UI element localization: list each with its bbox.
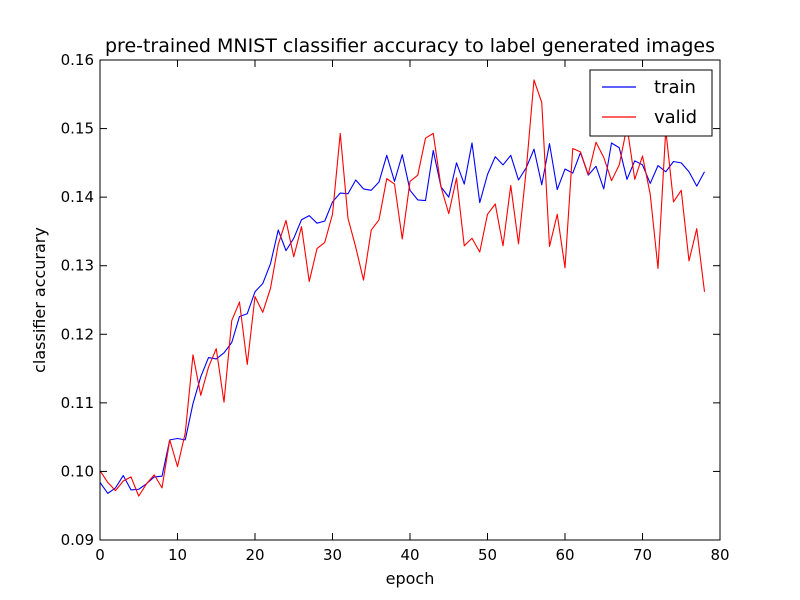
legend-label-valid: valid xyxy=(654,107,697,128)
x-axis-label: epoch xyxy=(386,569,435,588)
legend-label-train: train xyxy=(654,77,696,98)
y-tick-label: 0.14 xyxy=(61,188,94,206)
y-tick-label: 0.15 xyxy=(61,120,94,138)
x-tick-label: 80 xyxy=(710,546,729,564)
y-tick-label: 0.10 xyxy=(61,462,94,480)
x-tick-label: 70 xyxy=(633,546,652,564)
series-line-valid xyxy=(99,79,706,497)
series-layer xyxy=(99,79,706,497)
y-tick-label: 0.11 xyxy=(61,394,94,412)
y-tick-label: 0.16 xyxy=(61,51,94,69)
y-tick-label: 0.13 xyxy=(61,257,94,275)
legend-box xyxy=(589,69,713,137)
series-line-train xyxy=(99,142,705,494)
plot-area-frame xyxy=(99,59,721,541)
x-tick-label: 0 xyxy=(95,546,105,564)
legend: train valid xyxy=(589,69,713,137)
x-tick-label: 20 xyxy=(245,546,264,564)
x-tick-label: 50 xyxy=(478,546,497,564)
chart-title: pre-trained MNIST classifier accuracy to… xyxy=(105,35,715,57)
ticks-layer: 0 10 20 30 40 50 60 70 80 0.09 0.10 0.11 0.12 0.13 0.1… xyxy=(61,51,730,564)
y-tick-label: 0.09 xyxy=(61,531,94,549)
y-axis-label: classifier accurary xyxy=(30,227,49,373)
x-tick-label: 60 xyxy=(555,546,574,564)
x-tick-label: 10 xyxy=(168,546,187,564)
x-tick-label: 30 xyxy=(323,546,342,564)
x-tick-label: 40 xyxy=(400,546,419,564)
y-tick-label: 0.12 xyxy=(61,325,94,343)
